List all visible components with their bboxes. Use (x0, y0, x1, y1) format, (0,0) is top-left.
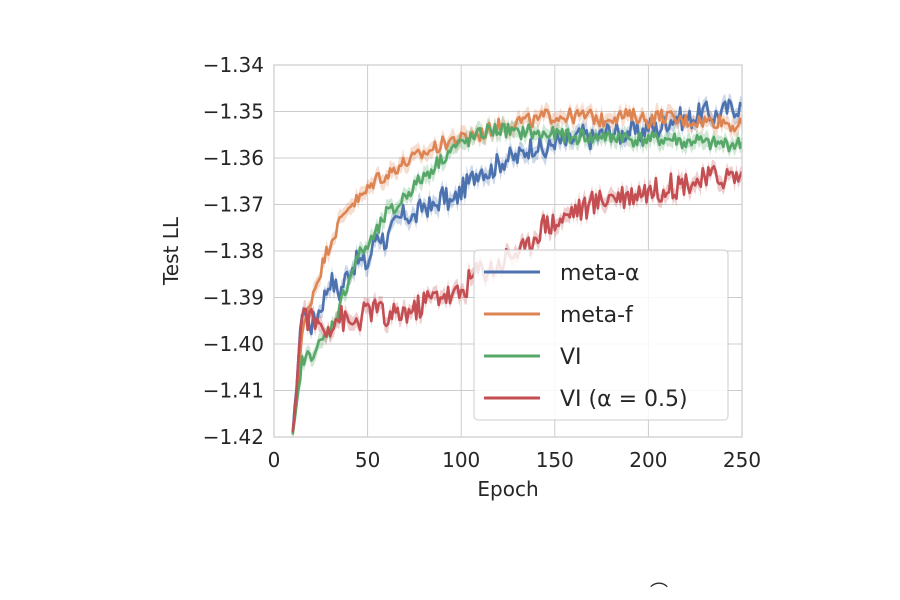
y-tick-label: −1.38 (203, 239, 264, 263)
legend-box (473, 249, 729, 421)
x-tick-label: 0 (268, 448, 281, 472)
series-line (291, 98, 742, 434)
y-tick-label: −1.41 (203, 379, 264, 403)
y-tick-label: −1.40 (203, 332, 264, 356)
plot-frame (273, 64, 743, 438)
y-tick-labels: −1.34 −1.35 −1.36 −1.37 −1.38 −1.39 −1.40 −1.41… (203, 53, 264, 449)
y-tick-label: −1.36 (203, 146, 264, 170)
x-tick-label: 200 (629, 448, 667, 472)
legend-label: VI (560, 345, 582, 370)
x-tick-label: 50 (355, 448, 380, 472)
legend: meta-α meta-f VI VI (α = 0.5) (473, 249, 729, 421)
y-tick-label: −1.34 (203, 53, 264, 77)
legend-label: VI (α = 0.5) (560, 387, 688, 412)
x-tick-labels: 0 50 100 150 200 250 (268, 448, 761, 472)
x-axis-label: Epoch (477, 477, 538, 501)
y-tick-label: −1.42 (203, 425, 264, 449)
y-tick-label: −1.35 (203, 100, 264, 124)
legend-label: meta-α (560, 261, 640, 286)
y-tick-label: −1.37 (203, 193, 264, 217)
x-tick-label: 100 (442, 448, 480, 472)
series-line (291, 122, 742, 435)
x-tick-label: 150 (536, 448, 574, 472)
y-tick-label: −1.39 (203, 286, 264, 310)
series-line (291, 107, 742, 435)
x-tick-label: 250 (723, 448, 761, 472)
y-axis-label: Test LL (159, 216, 183, 286)
legend-label: meta-f (560, 303, 634, 328)
series-band (292, 159, 742, 437)
stray-mark: ⌒ (650, 582, 668, 600)
